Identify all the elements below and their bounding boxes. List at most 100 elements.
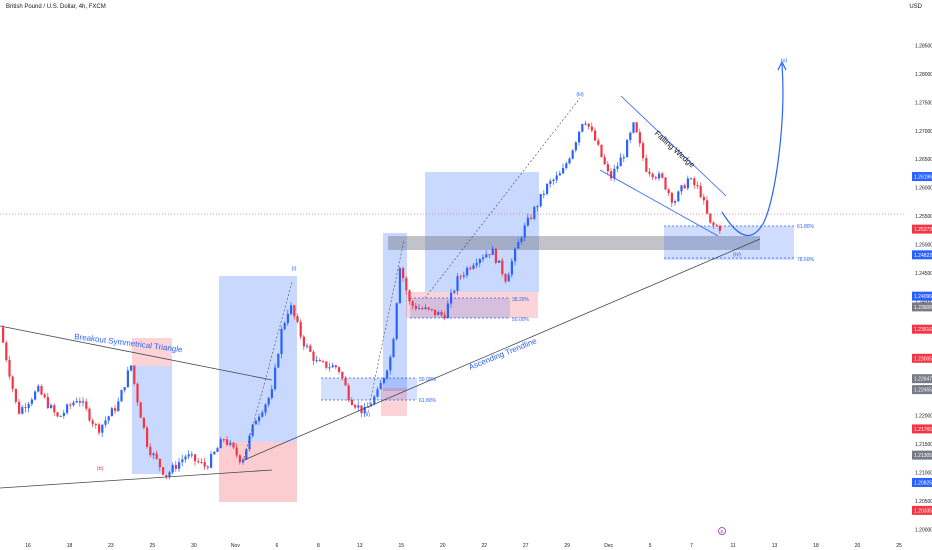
candle-body bbox=[242, 459, 245, 463]
candle-body bbox=[488, 254, 491, 256]
candle-body bbox=[456, 276, 459, 291]
candle-body bbox=[2, 327, 5, 343]
currency-label[interactable]: USD bbox=[909, 4, 922, 10]
wave-label-i: (i) bbox=[292, 266, 297, 272]
candle-body bbox=[101, 424, 104, 433]
axes-layer: 1.28500 1.28000 1.27500 1.27000 1.26500 1.260… bbox=[25, 43, 932, 549]
price-badge bbox=[912, 424, 932, 434]
candle-body bbox=[206, 466, 209, 468]
fib-label: 38.20% bbox=[512, 297, 530, 303]
candle-body bbox=[494, 248, 497, 263]
candle-body bbox=[123, 387, 126, 391]
price-badge-label: 1.26196 bbox=[914, 175, 932, 181]
candle-body bbox=[184, 456, 187, 460]
candle-body bbox=[533, 207, 536, 219]
candle-body bbox=[50, 405, 53, 408]
y-tick-label: 1.21000 bbox=[915, 471, 932, 477]
wave-path-line bbox=[367, 239, 405, 413]
candle-body bbox=[331, 365, 334, 368]
candle-body bbox=[171, 464, 174, 473]
price-badge bbox=[912, 477, 932, 487]
price-badge bbox=[912, 374, 932, 384]
candle-body bbox=[158, 458, 161, 468]
candle-body bbox=[114, 408, 117, 411]
candle-body bbox=[69, 404, 72, 406]
candle-body bbox=[565, 163, 568, 169]
zone-box bbox=[425, 172, 539, 292]
candle-body bbox=[712, 222, 715, 226]
x-tick-label: 25 bbox=[150, 543, 156, 549]
candle-body bbox=[715, 225, 718, 227]
candle-body bbox=[526, 217, 529, 226]
candle-body bbox=[626, 140, 629, 158]
price-badge bbox=[912, 324, 932, 334]
projection-arrow-head bbox=[777, 60, 787, 71]
x-tick-label: 23 bbox=[108, 543, 114, 549]
wave-label-v: (v) bbox=[781, 58, 788, 64]
candle-body bbox=[219, 439, 222, 449]
candle-body bbox=[264, 404, 267, 413]
candle-body bbox=[600, 144, 603, 158]
x-tick-label: 16 bbox=[25, 543, 31, 549]
candle-body bbox=[507, 274, 510, 282]
candle-body bbox=[392, 338, 395, 358]
candle-body bbox=[62, 412, 65, 416]
candle-body bbox=[376, 389, 379, 397]
price-badge-label: 1.22455 bbox=[914, 388, 932, 394]
candle-body bbox=[222, 439, 225, 441]
x-tick-label: 13 bbox=[357, 543, 363, 549]
x-tick-label: 7 bbox=[690, 543, 693, 549]
zone-box bbox=[132, 338, 172, 366]
candle-body bbox=[645, 158, 648, 172]
candle-body bbox=[562, 168, 565, 174]
candle-body bbox=[277, 354, 280, 368]
candle-body bbox=[293, 305, 296, 317]
candle-body bbox=[418, 308, 421, 310]
candles-layer bbox=[2, 120, 721, 480]
candle-body bbox=[286, 313, 289, 323]
candle-body bbox=[229, 442, 232, 445]
candle-body bbox=[459, 276, 462, 278]
x-tick-label: 15 bbox=[399, 543, 405, 549]
price-badge bbox=[912, 224, 932, 234]
candle-body bbox=[155, 453, 158, 459]
candle-body bbox=[197, 461, 200, 463]
candle-body bbox=[446, 303, 449, 319]
candle-body bbox=[338, 367, 341, 373]
candle-body bbox=[94, 423, 97, 425]
candle-body bbox=[88, 408, 91, 421]
candle-body bbox=[542, 193, 545, 195]
x-tick-label: 11 bbox=[730, 543, 735, 549]
candle-body bbox=[606, 164, 609, 172]
candle-body bbox=[334, 365, 337, 368]
candle-body bbox=[648, 171, 651, 174]
candle-body bbox=[130, 365, 133, 371]
candle-body bbox=[168, 472, 171, 477]
candle-body bbox=[510, 261, 513, 275]
candle-body bbox=[584, 123, 587, 125]
x-tick-label: 6 bbox=[275, 543, 278, 549]
candle-body bbox=[718, 226, 721, 231]
price-badge bbox=[912, 302, 932, 312]
triangle-upper-line bbox=[0, 325, 273, 381]
candle-body bbox=[232, 442, 235, 448]
candle-body bbox=[437, 312, 440, 316]
y-tick-label: 1.20000 bbox=[915, 527, 932, 533]
event-marker-label: E bbox=[720, 529, 723, 534]
candle-body bbox=[651, 173, 654, 178]
candle-body bbox=[594, 130, 597, 141]
wedge-lower-line bbox=[599, 169, 719, 237]
candle-body bbox=[354, 405, 357, 408]
price-badge-label: 1.23908 bbox=[914, 305, 932, 311]
candle-body bbox=[328, 367, 331, 369]
x-tick-label: 30 bbox=[191, 543, 197, 549]
candle-body bbox=[462, 275, 465, 277]
candle-body bbox=[408, 290, 411, 302]
price-badge-label: 1.23516 bbox=[914, 327, 932, 333]
candle-body bbox=[181, 459, 184, 463]
candle-body bbox=[536, 206, 539, 208]
candle-body bbox=[696, 185, 699, 187]
candle-body bbox=[190, 454, 193, 456]
candle-body bbox=[504, 274, 507, 282]
